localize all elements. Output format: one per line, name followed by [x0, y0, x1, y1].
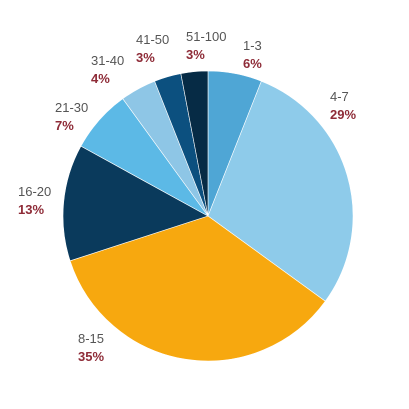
slice-category-label: 51-100	[186, 29, 226, 44]
slice-percent-label: 3%	[186, 47, 205, 62]
slice-percent-label: 6%	[243, 56, 262, 71]
slice-category-label: 21-30	[55, 100, 88, 115]
slice-percent-label: 3%	[136, 50, 155, 65]
slice-percent-label: 29%	[330, 107, 356, 122]
pie-slices	[62, 70, 354, 362]
slice-percent-label: 35%	[78, 349, 104, 364]
slice-category-label: 1-3	[243, 38, 262, 53]
pie-slice-4-7	[207, 80, 354, 302]
slice-category-label: 31-40	[91, 53, 124, 68]
slice-percent-label: 13%	[18, 202, 44, 217]
slice-category-label: 4-7	[330, 89, 349, 104]
pie-slice-8-15	[69, 215, 326, 362]
slice-category-label: 41-50	[136, 32, 169, 47]
slice-category-label: 8-15	[78, 331, 104, 346]
slice-category-label: 16-20	[18, 184, 51, 199]
pie-labels: 1-3 6% 4-7 29% 8-15 35% 16-20 13% 21-30 7% 31-40 4%…	[18, 29, 356, 364]
pie-slice-16-20	[62, 145, 209, 262]
slice-percent-label: 7%	[55, 118, 74, 133]
pie-slice-51-100	[180, 70, 209, 217]
slice-percent-label: 4%	[91, 71, 110, 86]
